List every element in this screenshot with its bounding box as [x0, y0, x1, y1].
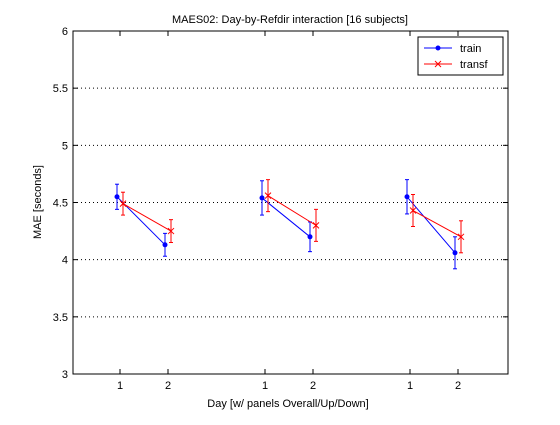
data-point — [404, 194, 410, 200]
series-line — [412, 210, 462, 238]
data-point — [457, 233, 465, 241]
data-point — [114, 194, 120, 200]
legend-label: train — [460, 43, 481, 55]
series-line — [267, 195, 317, 226]
axes-box — [72, 30, 509, 375]
x-axis-label: Day [w/ panels Overall/Up/Down] — [207, 398, 368, 410]
y-tick-label: 4.5 — [53, 198, 68, 210]
y-tick-label: 3.5 — [53, 312, 68, 324]
series-train — [114, 179, 458, 270]
marker-stroke — [409, 207, 417, 214]
legend-item-train: train — [424, 43, 481, 55]
marker-stroke — [457, 233, 465, 241]
y-tick-label: 4 — [62, 255, 68, 267]
x-tick-label: 2 — [455, 380, 461, 392]
marker-stroke — [264, 192, 272, 199]
x-tick-label: 1 — [117, 380, 123, 392]
marker-stroke — [312, 222, 320, 229]
data-point — [312, 222, 320, 229]
x-tick-label: 1 — [262, 380, 268, 392]
x-tick-label: 2 — [165, 380, 171, 392]
ticks: 3 3.5 4 4.5 5 5.5 6 1 2 1 2 1 2 — [53, 26, 508, 392]
data-point — [167, 227, 175, 235]
legend-item-transf: transf — [424, 59, 488, 71]
y-tick-label: 5.5 — [53, 83, 68, 95]
grid-lines — [73, 87, 508, 318]
series-transf — [119, 179, 465, 254]
series-line — [406, 196, 456, 254]
data-point — [259, 195, 265, 201]
legend-box — [417, 36, 504, 76]
data-point — [119, 200, 127, 207]
y-tick-label: 5 — [62, 140, 68, 152]
marker-stroke — [434, 60, 442, 68]
marker-stroke — [119, 200, 127, 207]
data-point — [434, 60, 442, 68]
legend-label: transf — [460, 59, 488, 71]
data-point — [435, 45, 441, 51]
data-point — [307, 234, 313, 240]
x-tick-label: 1 — [407, 380, 413, 392]
series-line — [122, 203, 172, 232]
series-line — [261, 197, 311, 238]
y-tick-label: 3 — [62, 369, 68, 381]
chart-title: MAES02: Day-by-Refdir interaction [16 su… — [172, 14, 408, 26]
y-tick-label: 6 — [62, 26, 68, 38]
data-point — [162, 242, 168, 248]
data-point — [409, 207, 417, 214]
data-layer — [114, 179, 465, 270]
legend: train transf — [417, 36, 504, 76]
x-tick-label: 2 — [310, 380, 316, 392]
y-axis-label: MAE [seconds] — [32, 165, 44, 239]
data-point — [452, 250, 458, 256]
marker-stroke — [167, 227, 175, 235]
data-point — [264, 192, 272, 199]
